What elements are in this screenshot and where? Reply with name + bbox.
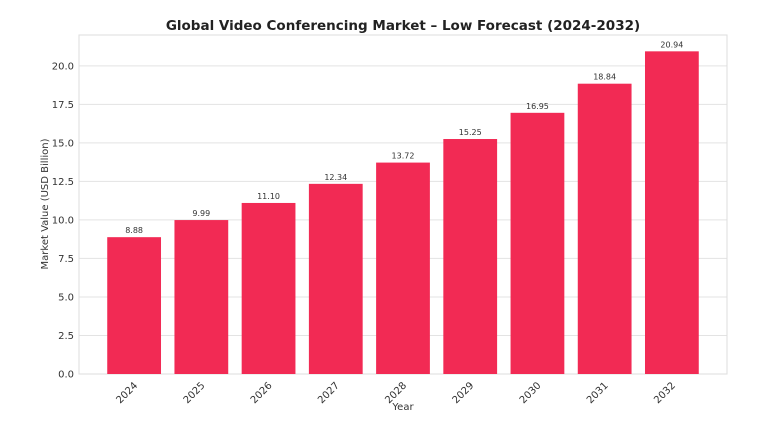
x-tick-label: 2027	[316, 380, 342, 406]
bar-2025	[174, 220, 229, 374]
y-tick-label: 12.5	[52, 177, 74, 188]
bar-2028	[376, 162, 430, 374]
bar-2027	[308, 183, 363, 374]
data-label: 15.25	[459, 128, 482, 137]
x-tick-label: 2029	[451, 380, 477, 406]
x-tick-label: 2030	[518, 380, 544, 406]
data-label: 13.72	[392, 152, 415, 161]
x-tick-label: 2026	[249, 380, 275, 406]
y-tick-label: 7.5	[58, 254, 74, 265]
y-tick-label: 0.0	[58, 370, 74, 381]
y-tick-label: 10.0	[52, 215, 74, 226]
x-tick-label: 2025	[182, 380, 208, 406]
data-label: 20.94	[660, 40, 683, 49]
y-tick-label: 2.5	[58, 331, 74, 342]
bar-2024	[107, 237, 162, 374]
data-label: 11.10	[257, 192, 280, 201]
bar-2031	[577, 83, 632, 375]
x-tick-label: 2024	[114, 380, 140, 406]
data-label: 12.34	[324, 173, 347, 182]
y-tick-label: 20.0	[52, 61, 74, 72]
y-tick-label: 5.0	[58, 292, 74, 303]
data-label: 9.99	[192, 209, 210, 218]
data-label: 16.95	[526, 102, 549, 111]
x-tick-label: 2031	[585, 380, 611, 406]
data-label: 8.88	[125, 226, 143, 235]
bar-2032	[644, 51, 699, 374]
y-tick-label: 17.5	[52, 100, 74, 111]
chart-title: Global Video Conferencing Market – Low F…	[166, 18, 640, 34]
x-tick-label: 2032	[652, 380, 678, 406]
bar-2026	[241, 202, 296, 374]
y-tick-label: 15.0	[52, 138, 74, 149]
data-label: 18.84	[593, 73, 616, 82]
bar-2029	[443, 139, 498, 374]
x-axis-label: Year	[391, 402, 414, 413]
y-axis-label: Market Value (USD Billion)	[40, 138, 51, 269]
bar-2030	[510, 112, 565, 374]
